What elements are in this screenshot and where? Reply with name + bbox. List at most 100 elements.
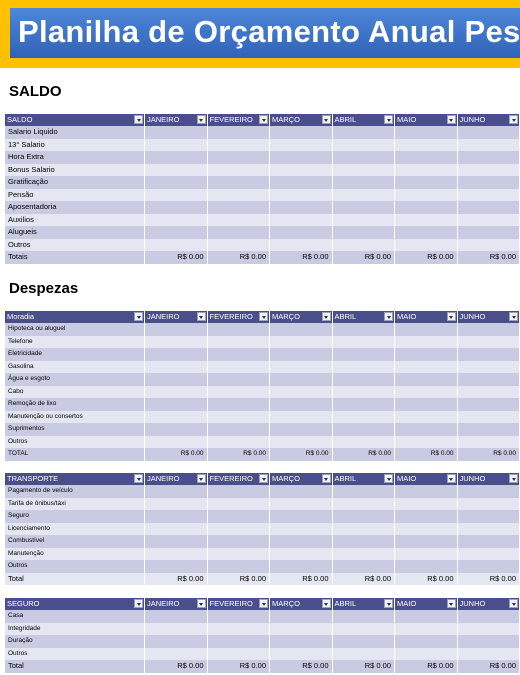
data-cell[interactable] — [145, 138, 208, 151]
column-header-junho[interactable]: JUNHO — [458, 473, 520, 485]
data-cell[interactable] — [333, 151, 395, 164]
data-cell[interactable] — [145, 188, 208, 201]
data-cell[interactable] — [333, 176, 395, 189]
total-cell[interactable]: R$ 0.00 — [208, 660, 270, 673]
data-cell[interactable] — [208, 522, 270, 535]
row-label[interactable]: Outros — [5, 435, 145, 448]
row-label[interactable]: Pagamento de veículo — [5, 485, 145, 498]
data-cell[interactable] — [333, 647, 395, 660]
total-cell[interactable]: R$ 0.00 — [270, 448, 333, 461]
data-cell[interactable] — [333, 410, 395, 423]
total-cell[interactable]: R$ 0.00 — [458, 572, 520, 585]
filter-dropdown-icon[interactable] — [196, 474, 206, 483]
row-label[interactable]: Tarifa de ônibus/táxi — [5, 497, 145, 510]
column-header-maio[interactable]: MAIO — [395, 598, 458, 610]
column-header-fevereiro[interactable]: FEVEREIRO — [208, 473, 270, 485]
data-cell[interactable] — [208, 238, 270, 251]
data-cell[interactable] — [270, 126, 333, 139]
data-cell[interactable] — [208, 385, 270, 398]
row-label[interactable]: Combustível — [5, 535, 145, 548]
filter-dropdown-icon[interactable] — [509, 115, 518, 124]
data-cell[interactable] — [208, 398, 270, 411]
filter-dropdown-icon[interactable] — [384, 115, 393, 124]
data-cell[interactable] — [145, 226, 208, 239]
data-cell[interactable] — [145, 560, 208, 573]
data-cell[interactable] — [145, 151, 208, 164]
data-cell[interactable] — [333, 238, 395, 251]
row-label[interactable]: Auxilios — [5, 213, 145, 226]
data-cell[interactable] — [333, 335, 395, 348]
row-label[interactable]: Outros — [5, 560, 145, 573]
data-cell[interactable] — [145, 547, 208, 560]
data-cell[interactable] — [333, 138, 395, 151]
data-cell[interactable] — [458, 138, 520, 151]
data-cell[interactable] — [208, 360, 270, 373]
data-cell[interactable] — [458, 647, 520, 660]
filter-dropdown-icon[interactable] — [384, 474, 393, 483]
total-cell[interactable]: R$ 0.00 — [145, 448, 208, 461]
row-label[interactable]: Alugueis — [5, 226, 145, 239]
filter-dropdown-icon[interactable] — [509, 312, 518, 321]
data-cell[interactable] — [145, 535, 208, 548]
data-cell[interactable] — [145, 335, 208, 348]
data-cell[interactable] — [395, 323, 458, 336]
data-cell[interactable] — [208, 410, 270, 423]
total-cell[interactable]: R$ 0.00 — [145, 251, 208, 264]
data-cell[interactable] — [208, 213, 270, 226]
data-cell[interactable] — [270, 335, 333, 348]
data-cell[interactable] — [458, 635, 520, 648]
data-cell[interactable] — [145, 423, 208, 436]
column-header-março[interactable]: MARÇO — [270, 114, 333, 126]
data-cell[interactable] — [395, 547, 458, 560]
data-cell[interactable] — [270, 560, 333, 573]
data-cell[interactable] — [270, 410, 333, 423]
data-cell[interactable] — [458, 522, 520, 535]
column-header[interactable]: TRANSPORTE — [5, 473, 145, 485]
data-cell[interactable] — [270, 547, 333, 560]
data-cell[interactable] — [333, 323, 395, 336]
row-label[interactable]: Outros — [5, 647, 145, 660]
data-cell[interactable] — [270, 522, 333, 535]
data-cell[interactable] — [145, 510, 208, 523]
data-cell[interactable] — [458, 348, 520, 361]
total-cell[interactable]: R$ 0.00 — [270, 572, 333, 585]
data-cell[interactable] — [333, 398, 395, 411]
total-cell[interactable]: R$ 0.00 — [395, 572, 458, 585]
data-cell[interactable] — [333, 163, 395, 176]
column-header-abril[interactable]: ABRIL — [333, 473, 395, 485]
data-cell[interactable] — [145, 163, 208, 176]
total-cell[interactable]: R$ 0.00 — [270, 660, 333, 673]
row-label[interactable]: Bonus Salario — [5, 163, 145, 176]
filter-dropdown-icon[interactable] — [259, 599, 268, 608]
total-label[interactable]: Total — [5, 572, 145, 585]
data-cell[interactable] — [458, 560, 520, 573]
data-cell[interactable] — [333, 560, 395, 573]
data-cell[interactable] — [458, 435, 520, 448]
column-header-junho[interactable]: JUNHO — [458, 598, 520, 610]
data-cell[interactable] — [208, 151, 270, 164]
data-cell[interactable] — [208, 226, 270, 239]
filter-dropdown-icon[interactable] — [134, 474, 143, 483]
filter-dropdown-icon[interactable] — [321, 312, 331, 321]
data-cell[interactable] — [145, 238, 208, 251]
total-label[interactable]: Total — [5, 660, 145, 673]
column-header-janeiro[interactable]: JANEIRO — [145, 311, 208, 323]
data-cell[interactable] — [208, 126, 270, 139]
data-cell[interactable] — [395, 622, 458, 635]
filter-dropdown-icon[interactable] — [321, 115, 331, 124]
data-cell[interactable] — [458, 485, 520, 498]
data-cell[interactable] — [145, 622, 208, 635]
data-cell[interactable] — [208, 423, 270, 436]
data-cell[interactable] — [458, 510, 520, 523]
data-cell[interactable] — [270, 188, 333, 201]
data-cell[interactable] — [208, 323, 270, 336]
column-header-abril[interactable]: ABRIL — [333, 311, 395, 323]
data-cell[interactable] — [145, 610, 208, 623]
row-label[interactable]: Duração — [5, 635, 145, 648]
column-header-maio[interactable]: MAIO — [395, 114, 458, 126]
data-cell[interactable] — [270, 348, 333, 361]
row-label[interactable]: Gratificação — [5, 176, 145, 189]
data-cell[interactable] — [145, 647, 208, 660]
filter-dropdown-icon[interactable] — [384, 312, 393, 321]
data-cell[interactable] — [395, 510, 458, 523]
